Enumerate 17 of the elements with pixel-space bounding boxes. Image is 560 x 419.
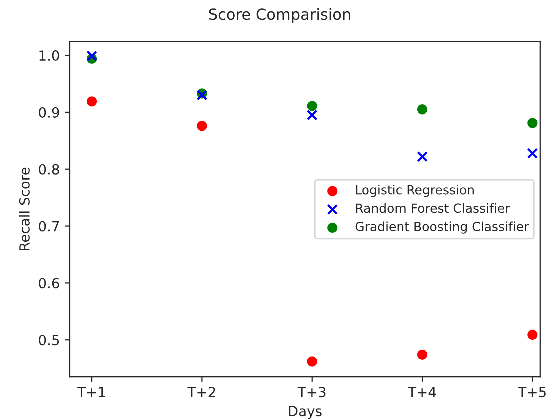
x-tick-label: T+1 (78, 387, 106, 398)
legend-label: Gradient Boosting Classifier (356, 222, 530, 234)
legend-label: Logistic Regression (356, 185, 474, 198)
chart-title: Score Comparision (209, 8, 350, 24)
y-tick-label: 0.9 (39, 107, 60, 118)
y-tick-label: 0.8 (39, 164, 60, 175)
y-tick-label: 0.6 (39, 278, 60, 289)
y-tick-label: 1.0 (40, 50, 60, 62)
y-axis-title: Recall Score (19, 168, 30, 251)
legend-label: Random Forest Classifier (356, 203, 510, 214)
x-axis-title: Days (289, 406, 322, 419)
y-tick-label: 0.7 (39, 221, 60, 232)
x-tick-label: T+3 (298, 387, 326, 398)
y-tick-label: 0.5 (39, 335, 60, 346)
x-tick-label: T+2 (188, 387, 216, 398)
x-tick-label: T+5 (518, 387, 546, 398)
x-tick-label: T+4 (408, 387, 436, 398)
